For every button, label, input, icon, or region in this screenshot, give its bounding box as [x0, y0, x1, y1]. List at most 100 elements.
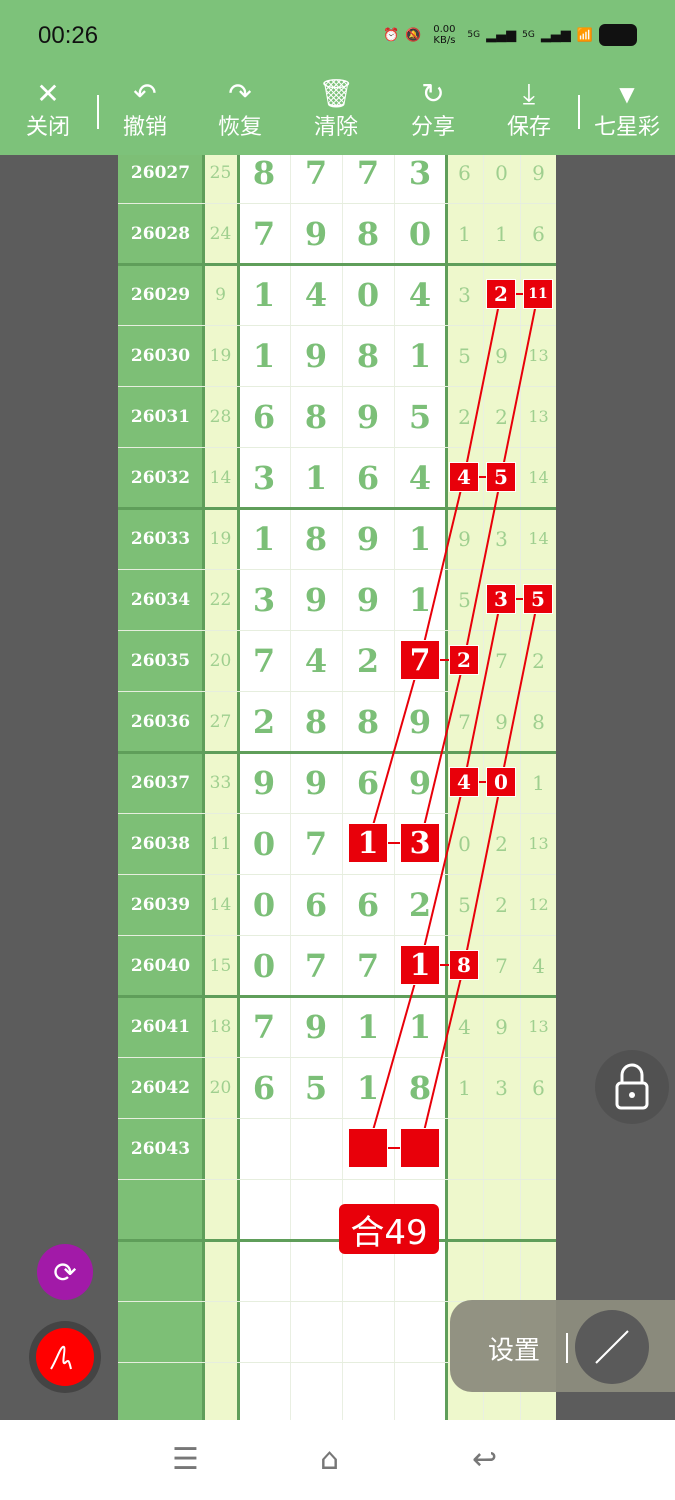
sum-value: 19	[209, 345, 232, 366]
digit-cell: 4	[408, 275, 432, 314]
toolbar-label: 关闭	[25, 115, 70, 140]
issue-number: 26030	[130, 345, 191, 366]
issue-number: 26043	[130, 1138, 191, 1159]
highlight-box[interactable]: 1	[400, 945, 440, 985]
issue-column	[118, 0, 203, 1420]
pen-icon	[50, 1345, 72, 1370]
toolbar-download-button[interactable]: ⤓ 保存	[489, 75, 569, 155]
highlight-box[interactable]: 7	[400, 640, 440, 680]
span-cell: 8	[532, 709, 545, 734]
sum-value: 15	[209, 955, 232, 976]
highlight-box[interactable]: 8	[449, 950, 479, 980]
highlight-box[interactable]: 2	[449, 645, 479, 675]
highlight-box[interactable]: 3	[486, 584, 516, 614]
sum-value: 18	[209, 1016, 232, 1037]
toolbar-triangle-down-button[interactable]: ▼ 七星彩	[587, 75, 667, 155]
undo-icon: ↶	[133, 77, 157, 110]
highlight-box[interactable]: 0	[486, 767, 516, 797]
row-divider	[118, 1362, 556, 1363]
span-cell: 5	[458, 587, 471, 612]
highlight-box[interactable]	[400, 1128, 440, 1168]
span-cell: 2	[532, 648, 545, 673]
highlight-box[interactable]: 11	[523, 279, 553, 309]
digit-cell: 5	[408, 397, 432, 436]
back-icon[interactable]: ↩	[472, 1442, 498, 1477]
highlight-box[interactable]: 3	[400, 823, 440, 863]
trend-line	[419, 476, 465, 661]
download-icon: ⤓	[522, 77, 536, 110]
menu-icon[interactable]: ☰	[172, 1442, 199, 1477]
sum-value: 28	[209, 406, 232, 427]
highlight-box[interactable]: 4	[449, 462, 479, 492]
signal-icon: ▂▄▆	[540, 27, 571, 43]
trash-icon: 🗑	[318, 77, 354, 110]
span-cell: 9	[495, 1014, 508, 1039]
span-cell: 13	[528, 346, 549, 365]
sum-value: 19	[209, 528, 232, 549]
span-cell: 13	[528, 407, 549, 426]
span-cell: 1	[458, 1075, 471, 1100]
toolbar-share-button[interactable]: ↻ 分享	[393, 75, 473, 155]
sum-value: 27	[209, 711, 232, 732]
mute-icon: 🔕	[405, 27, 422, 43]
issue-number: 26041	[130, 1016, 191, 1037]
pen-button[interactable]	[29, 1321, 101, 1393]
toolbar-label: 分享	[410, 115, 455, 140]
digit-cell: 8	[356, 214, 380, 253]
span-cell: 2	[495, 404, 508, 429]
digit-cell: 9	[304, 336, 328, 375]
highlight-box[interactable]: 5	[486, 462, 516, 492]
home-icon[interactable]: ⌂	[320, 1442, 340, 1477]
row-divider	[118, 569, 556, 570]
refresh-button[interactable]: ⟳	[37, 1244, 93, 1300]
lock-button[interactable]	[595, 1050, 669, 1124]
toolbar-trash-button[interactable]: 🗑 清除	[296, 75, 376, 155]
row-divider	[118, 630, 556, 631]
digit-cell: 7	[252, 1007, 276, 1046]
digit-cell: 7	[356, 153, 380, 192]
share-icon: ↻	[421, 77, 445, 110]
digit-cell: 6	[356, 763, 380, 802]
digit-cell: 9	[304, 1007, 328, 1046]
digit-cell: 8	[252, 153, 276, 192]
span-cell: 7	[495, 648, 508, 673]
digit-cell: 6	[356, 458, 380, 497]
highlight-box[interactable]: 5	[523, 584, 553, 614]
issue-number: 26031	[130, 406, 191, 427]
toolbar-undo-button[interactable]: ↶ 撤销	[105, 75, 185, 155]
issue-number: 26032	[130, 467, 191, 488]
highlight-box[interactable]: 4	[449, 767, 479, 797]
trend-line	[367, 964, 421, 1149]
span-cell: 5	[458, 892, 471, 917]
grid-line	[394, 0, 395, 1420]
lottery-trend-grid[interactable]: 26027 25 8 7 7 3 6 0 9 26028 24 7 9 8 0 1 1 6 26029 9 1 4 0 4 3 2…	[118, 0, 556, 1420]
digit-cell: 9	[408, 763, 432, 802]
digit-cell: 8	[304, 397, 328, 436]
net-speed: 0.00 KB/s	[433, 24, 456, 46]
toolbar-redo-button[interactable]: ↷ 恢复	[200, 75, 280, 155]
digit-cell: 9	[304, 214, 328, 253]
sum-value: 25	[209, 162, 232, 183]
line-icon	[595, 1330, 629, 1364]
trend-lines	[367, 293, 539, 1149]
highlight-box[interactable]	[348, 1128, 388, 1168]
digit-cell: 1	[408, 519, 432, 558]
triangle-down-icon: ▼	[619, 82, 635, 106]
trend-line	[463, 781, 502, 966]
digit-cell: 9	[304, 580, 328, 619]
digit-cell: 3	[252, 458, 276, 497]
grid-line	[483, 0, 484, 1420]
highlight-box[interactable]: 1	[348, 823, 388, 863]
span-cell: 3	[495, 526, 508, 551]
trend-line	[500, 598, 539, 783]
clock: 00:26	[38, 22, 99, 49]
row-divider	[118, 874, 556, 875]
row-divider	[118, 507, 556, 510]
battery-icon	[599, 24, 637, 46]
highlight-box[interactable]: 2	[486, 279, 516, 309]
toolbar-close-button[interactable]: ✕ 关闭	[8, 75, 88, 155]
span-cell: 1	[495, 221, 508, 246]
settings-button[interactable]: 设置	[488, 1336, 541, 1366]
line-tool-button[interactable]	[575, 1310, 649, 1384]
row-divider	[118, 203, 556, 204]
